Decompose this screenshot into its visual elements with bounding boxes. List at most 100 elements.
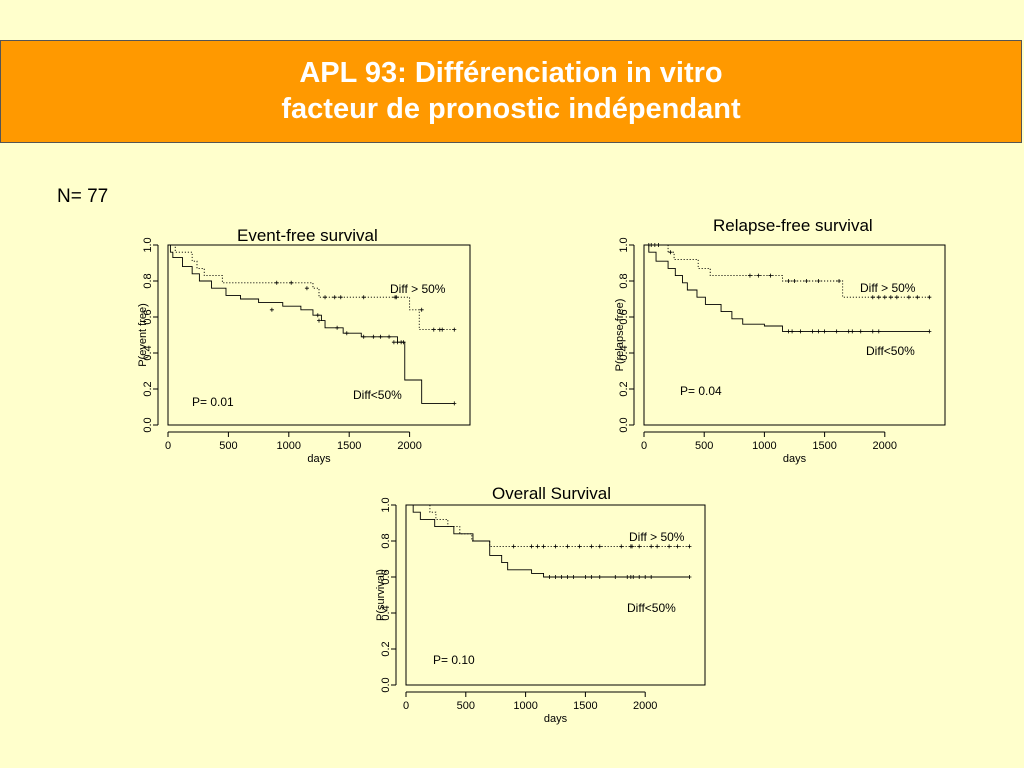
censor-mark: [649, 544, 654, 549]
censor-mark: [687, 544, 692, 549]
censor-mark: [541, 544, 546, 549]
x-tick-label: 1500: [812, 440, 836, 452]
x-tick-label: 500: [695, 440, 713, 452]
y-tick-label: 1.0: [142, 237, 154, 252]
censor-mark: [756, 273, 761, 278]
y-tick-label: 0.6: [380, 569, 392, 584]
censor-mark: [571, 575, 576, 579]
y-tick-label: 0.0: [618, 417, 630, 432]
x-tick-label: 500: [457, 700, 475, 712]
censor-mark: [876, 295, 881, 300]
censor-mark: [822, 329, 827, 334]
censor-mark: [547, 575, 552, 579]
series-line-diff-below-50: [406, 504, 690, 578]
censor-mark: [834, 329, 839, 334]
censor-mark: [649, 243, 654, 247]
censor-mark: [915, 295, 920, 300]
series-line-diff-below-50: [168, 244, 455, 404]
series-line-diff-below-50: [644, 244, 930, 332]
series-label-diff-below-50: Diff<50%: [866, 344, 915, 358]
x-tick-label: 1500: [573, 700, 597, 712]
censor-mark: [304, 286, 309, 291]
y-tick-label: 0.8: [380, 533, 392, 548]
censor-mark: [668, 250, 673, 255]
censor-mark: [529, 544, 534, 549]
censor-mark: [559, 575, 564, 579]
censor-mark: [344, 331, 349, 336]
censor-mark: [790, 329, 795, 334]
censor-mark: [269, 307, 274, 312]
censor-mark: [589, 575, 594, 579]
censor-mark: [401, 340, 406, 345]
x-tick-label: 2000: [397, 440, 421, 452]
censor-mark: [332, 295, 337, 300]
y-tick-label: 0.2: [618, 381, 630, 396]
y-tick-label: 0.2: [142, 381, 154, 396]
censor-mark: [655, 544, 660, 549]
censor-mark: [667, 544, 672, 549]
censor-mark: [882, 295, 887, 300]
censor-mark: [452, 401, 457, 406]
x-tick-label: 500: [219, 440, 237, 452]
censor-mark: [846, 329, 851, 334]
censor-mark: [371, 334, 376, 339]
y-tick-label: 0.2: [380, 641, 392, 656]
censor-mark: [637, 544, 642, 549]
censor-mark: [274, 280, 279, 285]
censor-mark: [810, 329, 815, 334]
censor-mark: [858, 329, 863, 334]
p-value-label: P= 0.10: [433, 653, 475, 667]
y-tick-label: 0.0: [380, 677, 392, 692]
censor-mark: [335, 325, 340, 330]
censor-mark: [870, 295, 875, 300]
y-tick-label: 0.8: [618, 273, 630, 288]
x-tick-label: 0: [403, 700, 409, 712]
y-tick-label: 0.4: [618, 345, 630, 360]
censor-mark: [652, 243, 657, 247]
y-axis-label: P(survival): [375, 569, 387, 621]
y-tick-label: 0.6: [618, 309, 630, 324]
censor-mark: [391, 340, 396, 345]
censor-mark: [535, 544, 540, 549]
censor-mark: [613, 575, 618, 579]
y-tick-label: 1.0: [618, 237, 630, 252]
y-tick-label: 0.0: [142, 417, 154, 432]
censor-mark: [583, 575, 588, 579]
censor-mark: [315, 313, 320, 318]
censor-mark: [687, 575, 692, 579]
censor-mark: [837, 279, 842, 283]
y-tick-label: 0.8: [142, 273, 154, 288]
censor-mark: [361, 334, 366, 339]
censor-mark: [798, 329, 803, 334]
censor-mark: [631, 575, 636, 579]
y-axis-label: P(event free): [137, 303, 149, 367]
censor-mark: [419, 307, 424, 312]
p-value-label: P= 0.04: [680, 384, 722, 398]
censor-mark: [876, 329, 881, 334]
censor-mark: [804, 279, 809, 283]
y-tick-label: 0.4: [142, 345, 154, 360]
censor-mark: [431, 327, 436, 332]
chart-title-overall-survival: Overall Survival: [492, 484, 612, 503]
censor-mark: [927, 295, 932, 300]
censor-mark: [317, 318, 321, 323]
x-tick-label: 1000: [513, 700, 537, 712]
x-axis-label: days: [783, 453, 807, 465]
y-tick-label: 0.4: [380, 605, 392, 620]
censor-mark: [792, 279, 797, 283]
x-axis-label: days: [307, 453, 331, 465]
series-label-diff-below-50: Diff<50%: [353, 388, 402, 402]
censor-mark: [323, 295, 328, 300]
slide-title-line2: facteur de pronostic indépendant: [281, 93, 741, 125]
p-value-label: P= 0.01: [192, 395, 234, 409]
sample-size-label: N= 77: [57, 186, 109, 207]
censor-mark: [565, 575, 570, 579]
censor-mark: [619, 544, 624, 549]
censor-mark: [553, 544, 558, 549]
censor-mark: [361, 295, 366, 300]
censor-mark: [816, 329, 821, 334]
x-tick-label: 0: [165, 440, 171, 452]
censor-mark: [630, 544, 635, 549]
x-tick-label: 1000: [752, 440, 776, 452]
